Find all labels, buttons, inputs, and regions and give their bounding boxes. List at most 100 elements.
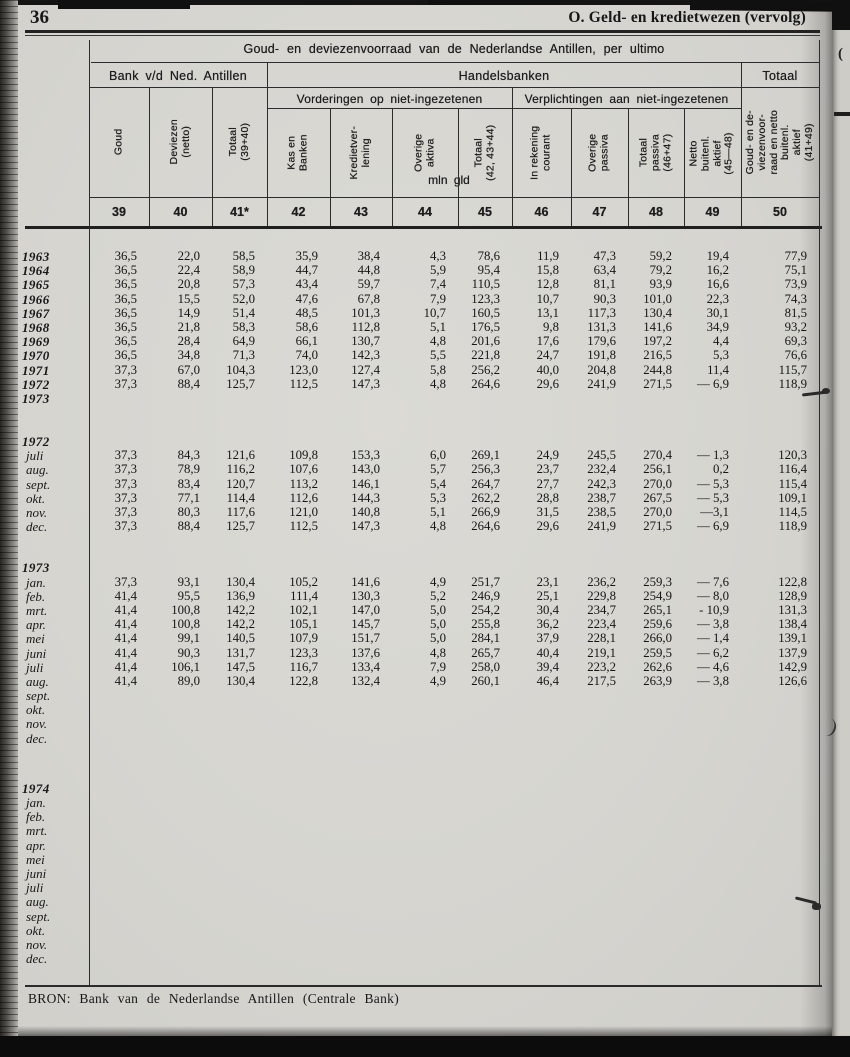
page-fold-shadow (800, 5, 832, 1036)
data-cell: 101,3 (351, 305, 380, 320)
data-cell: 11,4 (707, 362, 729, 377)
data-cell: 221,8 (471, 348, 500, 363)
grid-line (89, 197, 819, 198)
data-cell: 265,7 (471, 645, 500, 660)
data-cell: 66,1 (295, 334, 318, 349)
data-cell: 112,5 (289, 376, 318, 391)
column-header: Deviezen (netto) (149, 88, 212, 196)
data-cell: 264,6 (471, 519, 500, 534)
data-cell: 109,1 (778, 490, 807, 505)
table-row: 1970 36,5 34,8 71,3 74,0 142,3 5,5 221,8 24,7 191… (20, 348, 832, 363)
data-cell: 141,6 (643, 319, 672, 334)
data-cell: 81,5 (784, 305, 807, 320)
data-cell: 88,4 (177, 519, 200, 534)
data-cell: 10,7 (536, 291, 559, 306)
data-cell: 37,3 (114, 448, 137, 463)
column-header: Totaal passiva (46+47) (628, 110, 684, 196)
row-label: nov. (26, 936, 48, 952)
data-cell: 37,3 (114, 362, 137, 377)
grid-line (91, 62, 819, 63)
row-label: 1964 (22, 263, 50, 279)
column-header-label: Kas en Banken (285, 134, 310, 172)
column-divider (212, 87, 213, 226)
data-cell: 228,1 (587, 631, 616, 646)
data-cell: 5,0 (430, 602, 446, 617)
data-cell: 57,3 (232, 277, 255, 292)
data-cell: 147,5 (226, 659, 255, 674)
data-cell: 115,7 (778, 362, 807, 377)
data-cell: 36,5 (114, 277, 137, 292)
data-cell: 58,3 (232, 319, 255, 334)
data-cell: 34,9 (706, 319, 729, 334)
data-cell: — 3,8 (697, 673, 729, 688)
data-cell: 37,3 (114, 519, 137, 534)
data-cell: 95,5 (177, 588, 200, 603)
data-cell: 232,4 (587, 462, 616, 477)
data-cell: 142,3 (351, 348, 380, 363)
data-cell: 216,5 (643, 348, 672, 363)
data-cell: 262,2 (471, 490, 500, 505)
data-cell: 128,9 (778, 588, 807, 603)
data-cell: 37,3 (114, 476, 137, 491)
table-row: sept. 37,3 83,4 120,7 113,2 146,1 5,4 264,7 27,7… (20, 476, 832, 492)
row-label: mrt. (26, 823, 48, 839)
column-divider (684, 108, 685, 226)
row-label: juni (26, 645, 47, 661)
data-cell: 27,7 (536, 476, 559, 491)
data-cell: 130,3 (351, 588, 380, 603)
data-cell: 73,9 (784, 277, 807, 292)
column-number: 39 (112, 204, 126, 219)
column-divider (628, 108, 629, 226)
row-label: 1969 (22, 334, 50, 350)
column-header-label: In rekening courant (528, 125, 553, 181)
data-cell: 254,9 (643, 588, 672, 603)
data-cell: — 5,3 (697, 490, 729, 505)
data-cell: 29,6 (536, 376, 559, 391)
data-cell: 112,8 (351, 319, 380, 334)
data-cell: 130,7 (351, 334, 380, 349)
table-body: 1963 36,5 22,0 58,5 35,9 38,4 4,3 78,6 11,9 47,3 5… (20, 232, 832, 966)
data-cell: 270,0 (643, 476, 672, 491)
row-label: 1966 (22, 291, 50, 307)
adjacent-page-edge (832, 0, 850, 1036)
data-cell: 197,2 (643, 334, 672, 349)
data-cell: 67,0 (177, 362, 200, 377)
data-cell: 118,9 (778, 519, 807, 534)
row-label: feb. (26, 809, 46, 825)
data-cell: 47,6 (295, 291, 318, 306)
table-row: okt. (20, 702, 832, 717)
data-cell: 117,3 (587, 305, 616, 320)
data-cell: 113,2 (289, 476, 318, 491)
data-cell: 63,4 (593, 263, 616, 278)
data-cell: — 8,0 (697, 588, 729, 603)
data-cell: 6,0 (430, 448, 446, 463)
data-cell: 260,1 (471, 673, 500, 688)
data-cell: 284,1 (471, 631, 500, 646)
row-label: feb. (26, 588, 46, 604)
subgroup-header-verplichtingen: Verplichtingen aan niet-ingezetenen (524, 91, 729, 106)
data-cell: 79,2 (649, 263, 672, 278)
column-header: Overige passiva (571, 110, 628, 196)
column-header: Goud (89, 88, 149, 196)
data-cell: 99,1 (177, 631, 200, 646)
table-section: 1963 36,5 22,0 58,5 35,9 38,4 4,3 78,6 11,9 47,3 5… (20, 249, 832, 406)
data-cell: 30,4 (536, 602, 559, 617)
row-label: aug. (26, 673, 49, 689)
data-cell: 121,6 (226, 448, 255, 463)
data-cell: 93,2 (784, 319, 807, 334)
data-cell: 5,3 (430, 490, 446, 505)
column-number: 49 (705, 204, 720, 219)
data-cell: 52,0 (232, 291, 255, 306)
data-cell: 5,5 (430, 348, 446, 363)
data-cell: 117,6 (226, 505, 255, 519)
adjacent-page-rule-fragment (834, 112, 850, 116)
data-cell: - 10,9 (699, 602, 729, 617)
data-cell: 122,8 (778, 574, 807, 589)
column-header-label: Deviezen (netto) (167, 119, 192, 165)
row-label: jan. (26, 574, 46, 590)
data-cell: 77,1 (177, 490, 200, 505)
data-cell: 114,5 (778, 505, 807, 519)
column-header-label: Kredietver- lening (348, 126, 372, 180)
scan-artifact (822, 388, 830, 394)
data-cell: 141,6 (351, 574, 380, 589)
